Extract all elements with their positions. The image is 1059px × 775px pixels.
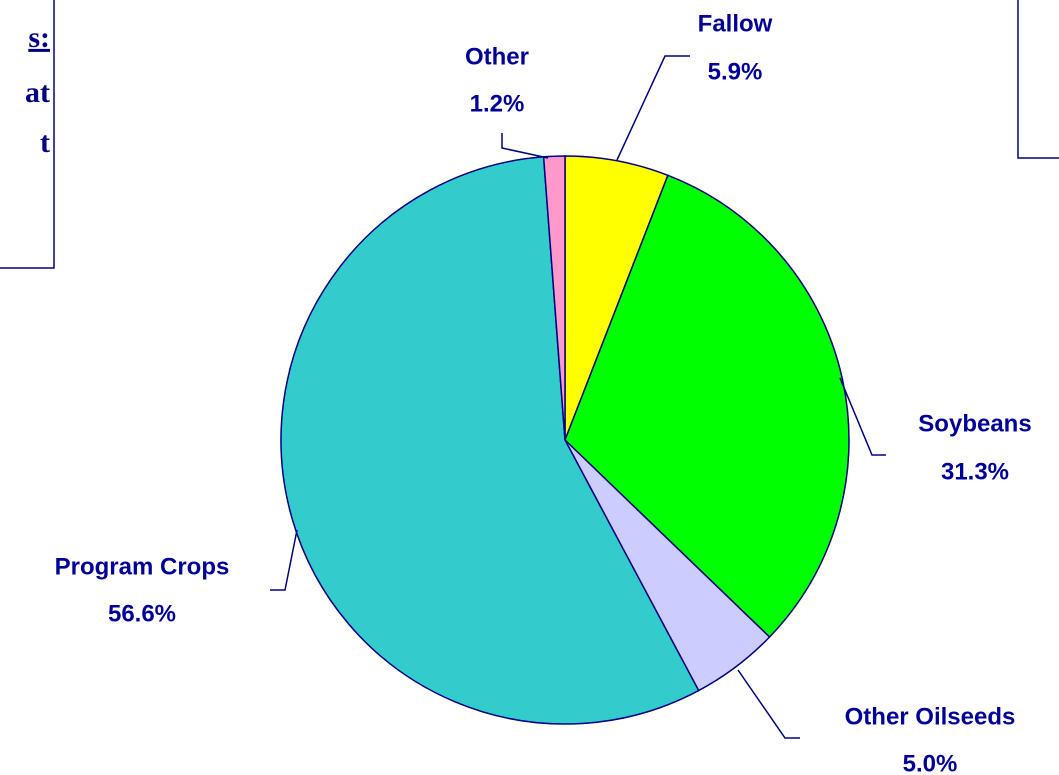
note-text: s: [28,21,50,54]
slice-value-label: 31.3% [941,458,1009,485]
slice-value-label: 5.9% [708,58,763,85]
pie-slice [564,174,850,639]
slice-label: Soybeans [918,410,1031,437]
note-text: t [40,126,50,159]
pie-slice [280,156,700,725]
slice-value-label: 1.2% [470,90,525,117]
slice-label: Fallow [698,10,773,37]
slice-value-label: 56.6% [108,600,176,627]
slice-label: Other Oilseeds [845,703,1016,730]
leader-line [270,529,298,591]
slice-value-label: 5.0% [903,750,958,775]
slice-label: Program Crops [55,553,230,580]
leader-line [616,55,690,161]
leader-line [501,133,549,159]
slice-label: Other [465,43,529,70]
note-box [0,0,55,269]
note-text: at [25,76,50,109]
side-box [1017,0,1059,159]
leader-line [737,669,800,739]
leader-line [839,377,886,456]
